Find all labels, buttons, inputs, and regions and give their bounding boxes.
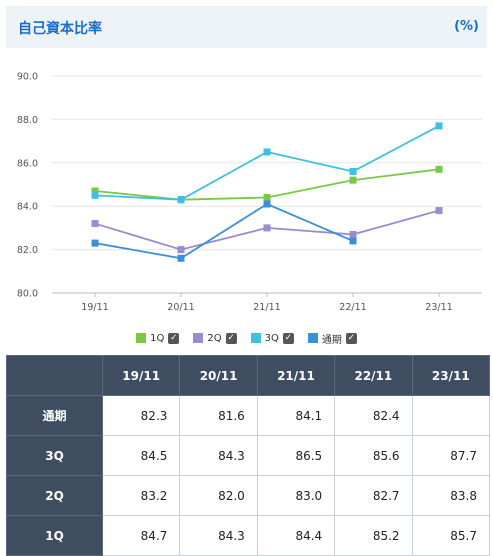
table-cell: 84.3 xyxy=(179,515,258,556)
column-header: 23/11 xyxy=(411,355,491,396)
row-header: 3Q xyxy=(6,435,103,476)
checkbox-icon[interactable]: ✓ xyxy=(168,332,180,344)
data-point-2q xyxy=(177,246,185,254)
data-point-3q xyxy=(177,196,185,204)
data-point-2q xyxy=(349,230,357,238)
y-tick-label: 82.0 xyxy=(17,245,38,256)
checkbox-icon[interactable]: ✓ xyxy=(225,332,237,344)
table-cell: 84.5 xyxy=(101,435,181,476)
y-tick-label: 86.0 xyxy=(17,158,38,169)
unit-label: (%) xyxy=(454,19,479,34)
legend-swatch-full-year xyxy=(307,333,318,343)
table-cell: 85.7 xyxy=(411,515,491,556)
data-point-1q xyxy=(435,165,443,173)
table-row: 3Q 84.5 84.3 86.5 85.6 87.7 xyxy=(6,435,491,476)
legend-label-3q: 3Q xyxy=(264,332,279,344)
legend-item-full-year[interactable]: 通期 ✓ xyxy=(307,331,357,346)
table-cell: 87.7 xyxy=(411,435,491,476)
data-point-full-year xyxy=(91,239,99,247)
legend-item-3q[interactable]: 3Q ✓ xyxy=(250,332,294,344)
legend-swatch-3q xyxy=(250,333,261,343)
chart-legend: 1Q ✓ 2Q ✓ 3Q ✓ 通期 ✓ xyxy=(0,330,493,346)
table-cell: 82.7 xyxy=(334,475,413,516)
x-tick-label: 23/11 xyxy=(425,302,452,313)
data-point-full-year xyxy=(349,237,357,245)
data-point-2q xyxy=(91,220,99,228)
data-point-1q xyxy=(263,194,271,202)
table-row: 通期 82.3 81.6 84.1 82.4 xyxy=(6,395,491,436)
data-point-3q xyxy=(435,122,443,130)
table-header-row: 19/11 20/11 21/11 22/11 23/11 xyxy=(6,355,491,396)
checkbox-icon[interactable]: ✓ xyxy=(345,332,357,344)
data-point-3q xyxy=(349,167,357,175)
x-tick-label: 22/11 xyxy=(339,302,366,313)
table-cell: 83.8 xyxy=(411,475,491,516)
chart-title: 自己資本比率 xyxy=(18,21,102,37)
data-point-1q xyxy=(91,187,99,195)
table-cell: 82.3 xyxy=(101,395,181,436)
x-tick-label: 20/11 xyxy=(167,302,194,313)
legend-label-1q: 1Q xyxy=(150,332,165,344)
table-cell: 86.5 xyxy=(256,435,336,476)
data-point-1q xyxy=(349,176,357,184)
x-tick-label: 19/11 xyxy=(81,302,108,313)
table-cell: 84.7 xyxy=(101,515,181,556)
table-cell: 83.2 xyxy=(101,475,181,516)
legend-label-full-year: 通期 xyxy=(321,334,342,346)
table-row: 1Q 84.7 84.3 84.4 85.2 85.7 xyxy=(6,515,491,556)
row-header: 通期 xyxy=(6,395,103,436)
column-header: 21/11 xyxy=(256,355,336,396)
column-header: 19/11 xyxy=(101,355,181,396)
legend-item-2q[interactable]: 2Q ✓ xyxy=(193,332,237,344)
table-cell: 85.6 xyxy=(334,435,413,476)
row-header: 2Q xyxy=(6,475,103,516)
y-tick-label: 88.0 xyxy=(17,115,38,126)
x-tick-label: 21/11 xyxy=(253,302,280,313)
legend-item-1q[interactable]: 1Q ✓ xyxy=(136,332,180,344)
y-tick-label: 84.0 xyxy=(17,202,38,213)
legend-swatch-2q xyxy=(193,333,204,343)
row-header: 1Q xyxy=(6,515,103,556)
table-cell: 82.0 xyxy=(179,475,258,516)
table-cell: 81.6 xyxy=(179,395,258,436)
table-corner xyxy=(6,355,103,396)
table-cell: 84.1 xyxy=(256,395,336,436)
table-row: 2Q 83.2 82.0 83.0 82.7 83.8 xyxy=(6,475,491,516)
data-table: 19/11 20/11 21/11 22/11 23/11 通期 82.3 81… xyxy=(6,355,491,556)
data-point-full-year xyxy=(263,200,271,208)
checkbox-icon[interactable]: ✓ xyxy=(282,332,294,344)
data-point-3q xyxy=(91,191,99,199)
table-cell: 84.4 xyxy=(256,515,336,556)
data-point-3q xyxy=(263,148,271,156)
series-line-full-year xyxy=(94,203,354,260)
column-header: 22/11 xyxy=(334,355,413,396)
y-tick-label: 80.0 xyxy=(17,289,38,300)
line-chart: 80.0 82.0 84.0 86.0 88.0 90.0 19/11 20/11 21/11 2… xyxy=(17,72,482,313)
table-cell xyxy=(411,395,491,436)
table-cell: 85.2 xyxy=(334,515,413,556)
table-cell: 83.0 xyxy=(256,475,336,516)
data-point-2q xyxy=(263,224,271,232)
chart-header: 自己資本比率 (%) xyxy=(6,6,487,48)
y-tick-label: 90.0 xyxy=(17,72,38,83)
table-cell: 84.3 xyxy=(179,435,258,476)
data-point-2q xyxy=(435,207,443,215)
legend-label-2q: 2Q xyxy=(207,332,222,344)
data-point-full-year xyxy=(177,254,185,262)
table-cell: 82.4 xyxy=(334,395,413,436)
legend-swatch-1q xyxy=(136,333,147,343)
column-header: 20/11 xyxy=(179,355,258,396)
